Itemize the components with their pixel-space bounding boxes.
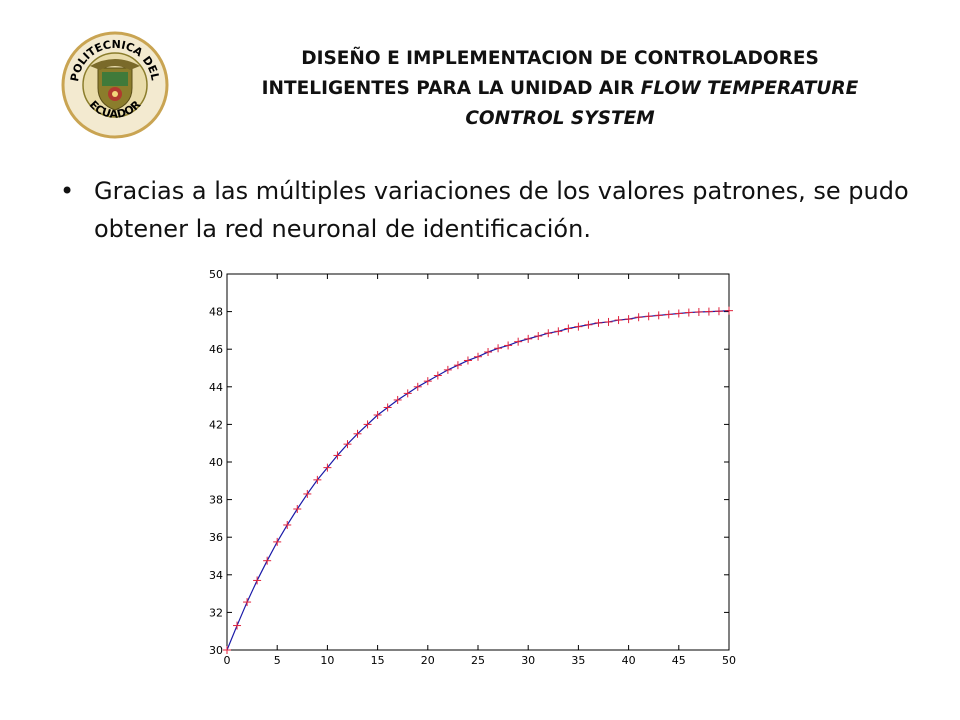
y-tick-label-1: 32 [209, 606, 223, 619]
y-tick-label-7: 44 [209, 381, 223, 394]
title-line-1: DISEÑO E IMPLEMENTACION DE CONTROLADORES [301, 48, 819, 69]
y-tick-label-10: 50 [209, 268, 223, 281]
x-tick-label-7: 35 [571, 654, 585, 667]
title-line-2-normal: INTELIGENTES PARA LA UNIDAD AIR [261, 78, 641, 99]
plot-area: 0 5 10 15 20 25 30 35 40 45 50 30 32 34 36 38 40 42 44 46 48… [209, 268, 736, 667]
x-tick-label-4: 20 [421, 654, 435, 667]
slide-title: DISEÑO E IMPLEMENTACION DE CONTROLADORES… [205, 44, 915, 134]
y-tick-label-6: 42 [209, 418, 223, 431]
logo-shield-icon [90, 59, 140, 111]
x-tick-label-5: 25 [471, 654, 485, 667]
y-tick-label-2: 34 [209, 569, 223, 582]
bullet-dot: • [60, 177, 75, 205]
title-line-2: INTELIGENTES PARA LA UNIDAD AIR FLOW TEM… [205, 74, 915, 104]
x-tick-label-3: 15 [371, 654, 385, 667]
identification-chart: 0 5 10 15 20 25 30 35 40 45 50 30 32 34 36 38 40 42 44 46 48… [209, 268, 736, 667]
y-tick-label-9: 48 [209, 306, 223, 319]
plot-frame [226, 273, 730, 651]
y-tick-label-5: 40 [209, 456, 223, 469]
x-tick-label-10: 50 [722, 654, 736, 667]
x-tick-label-0: 0 [224, 654, 231, 667]
y-tick-label-8: 46 [209, 343, 223, 356]
institution-logo: ESCUELA POLITECNICA DEL EJERCITO ECUADOR [60, 30, 169, 139]
x-tick-label-9: 45 [672, 654, 686, 667]
y-tick-label-3: 36 [209, 531, 223, 544]
y-tick-label-0: 30 [209, 644, 223, 657]
bullet-text: Gracias a las múltiples variaciones de l… [94, 177, 909, 243]
x-tick-label-1: 5 [274, 654, 281, 667]
y-tick-label-4: 38 [209, 494, 223, 507]
title-line-2-italic: FLOW TEMPERATURE [640, 78, 859, 99]
x-tick-label-6: 30 [521, 654, 535, 667]
x-tick-label-2: 10 [320, 654, 334, 667]
x-tick-label-8: 40 [622, 654, 636, 667]
title-line-3: CONTROL SYSTEM [465, 108, 655, 129]
